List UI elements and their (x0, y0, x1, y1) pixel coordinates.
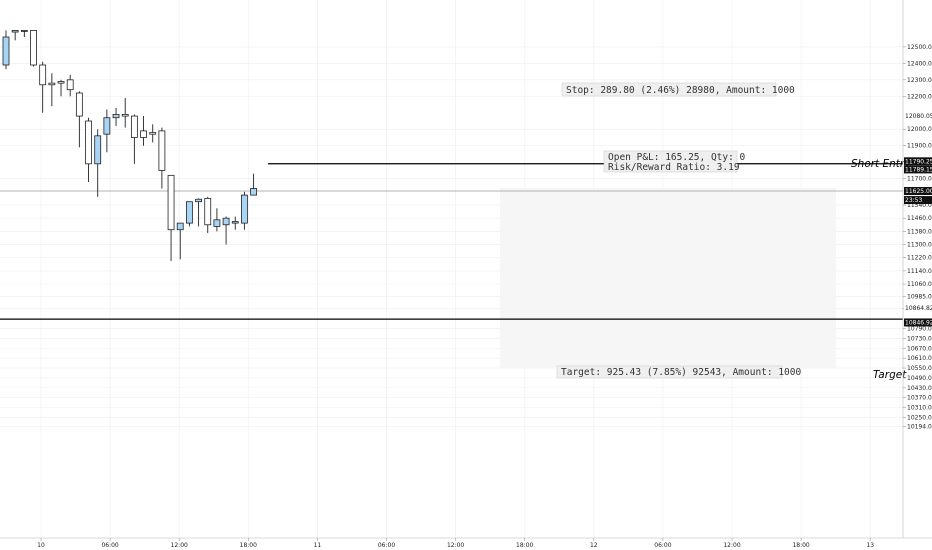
current-badge (904, 187, 932, 195)
time-tick-label: 12 (590, 542, 598, 549)
candle-body (30, 30, 37, 66)
target-alt-badge-text: 10864.82 (905, 305, 932, 312)
candle-body (185, 201, 193, 224)
time-tick-label: 13 (866, 542, 874, 549)
price-tick-label: 12400.00 (907, 60, 932, 67)
short-entry-label: Short Entry (851, 158, 911, 170)
candle-body (48, 82, 56, 86)
stop-annotation: Stop: 289.80 (2.46%) 28980, Amount: 1000 (561, 82, 795, 97)
price-tick-label: 11220.00 (907, 255, 932, 262)
price-tick-label: 10730.00 (907, 335, 932, 342)
time-tick-label: 10 (37, 542, 45, 549)
target-badge (904, 318, 932, 327)
candle-body (140, 130, 147, 138)
entry-badge (904, 157, 932, 166)
target-label: Target (873, 369, 907, 381)
price-tick-label: 10985.00 (907, 293, 932, 300)
price-tick-label: 12300.00 (907, 77, 932, 84)
time-tick-label: 12:00 (447, 542, 464, 549)
price-tick-label: 12500.00 (907, 44, 932, 51)
target-annotation: Target: 925.43 (7.85%) 92543, Amount: 10… (556, 365, 801, 379)
stop-badge (904, 112, 932, 121)
candle-body (204, 198, 212, 226)
candle-body (121, 114, 129, 117)
time-tick-label: 12:00 (171, 542, 188, 549)
position-zone (500, 188, 836, 368)
countdown-badge (904, 196, 932, 205)
candle-body (222, 217, 230, 226)
candle-body (103, 117, 111, 135)
stop-badge-text: 12080.05 (905, 113, 932, 120)
time-axis[interactable]: 10 06:00 12:00 18:00 11 06:00 12:00 18:00 12 06:0… (37, 538, 874, 549)
pnl-annotation: Open P&L: 165.25, Qty: 0 Risk/Reward Rat… (603, 150, 746, 173)
entry-alt-badge-text: 11789.15 (905, 166, 932, 173)
time-tick-label: 11 (314, 542, 322, 549)
candle-body (39, 64, 47, 86)
price-tick-label: 11900.00 (907, 143, 932, 150)
price-tick-label: 11380.00 (907, 228, 932, 235)
current-badge-text: 11625.00 (905, 188, 932, 195)
candle-body (20, 30, 28, 32)
candle-body (66, 79, 74, 91)
entry-alt-badge (904, 165, 932, 174)
candle-body (85, 120, 92, 165)
candle-body (231, 221, 239, 224)
price-tick-label: 11700.00 (907, 176, 932, 183)
price-tick-label: 10250.00 (907, 414, 932, 421)
price-tick-label: 11540.00 (907, 202, 932, 209)
candle-body (112, 114, 120, 119)
time-tick-label: 06:00 (101, 542, 118, 549)
price-tick-label: 12000.00 (907, 126, 932, 133)
time-tick-label: 06:00 (654, 542, 671, 549)
price-tick-label: 11140.00 (907, 268, 932, 275)
target-badge-text: 10846.92 (905, 319, 932, 326)
candle-body (167, 174, 175, 231)
candlestick-series (2, 30, 257, 261)
price-tick-label: 11460.00 (907, 215, 932, 222)
risk-reward-text: Risk/Reward Ratio: 3.19 (608, 162, 740, 173)
target-annotation-text: Target: 925.43 (7.85%) 92543, Amount: 10… (561, 367, 801, 378)
candle-body (130, 115, 138, 138)
time-tick-label: 12:00 (723, 542, 740, 549)
price-tick-label: 11060.00 (907, 281, 932, 288)
price-tick-label: 10610.00 (907, 355, 932, 362)
price-tick-label: 10194.00 (907, 424, 932, 431)
countdown-badge-text: 23:53 (905, 197, 922, 204)
price-tick-label: 10490.00 (907, 375, 932, 382)
price-tick-label: 10430.00 (907, 385, 932, 392)
price-tick-label: 10550.00 (907, 365, 932, 372)
time-tick-label: 18:00 (516, 542, 533, 549)
entry-badge-text: 11790.25 (905, 158, 932, 165)
time-tick-label: 18:00 (240, 542, 257, 549)
candle-body (2, 36, 10, 66)
candle-body (94, 135, 102, 165)
target-alt-badge (904, 303, 932, 312)
candle-body (11, 30, 19, 33)
stop-annotation-text: Stop: 289.80 (2.46%) 28980, Amount: 1000 (566, 85, 795, 96)
candle-body (75, 92, 83, 117)
candle-body (149, 132, 157, 135)
time-tick-label: 18:00 (792, 542, 809, 549)
price-tick-label: 11300.00 (907, 242, 932, 249)
time-tick-label: 06:00 (378, 542, 395, 549)
price-tick-label: 10310.00 (907, 405, 932, 412)
candle-body (250, 188, 257, 196)
price-tick-label: 10370.00 (907, 395, 932, 402)
position-levels (0, 163, 903, 320)
price-tick-label: 10790.00 (907, 326, 932, 333)
candle-body (176, 222, 184, 231)
candle-body (158, 130, 166, 171)
price-tick-label: 10670.00 (907, 345, 932, 352)
candle-body (213, 219, 221, 227)
candle-body (241, 194, 248, 224)
candle-body (57, 81, 65, 84)
price-tick-label: 12200.00 (907, 93, 932, 100)
candle-body (195, 198, 202, 203)
open-pnl-text: Open P&L: 165.25, Qty: 0 (608, 152, 746, 163)
